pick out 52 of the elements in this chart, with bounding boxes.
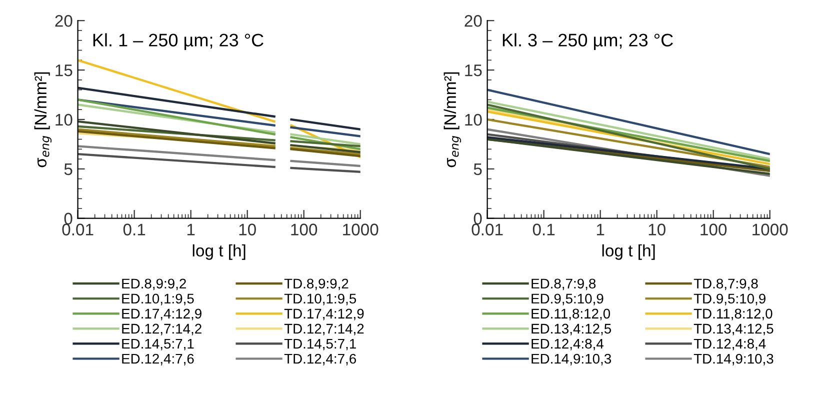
x-axis-title: log t [h] — [192, 244, 246, 260]
y-tick-label: 5 — [64, 163, 72, 176]
legend-label: TD.12,4:7,6 — [284, 354, 356, 366]
legend-label: TD.10,1:9,5 — [284, 294, 356, 306]
x-tick-label: 1000 — [752, 224, 788, 236]
y-axis-title: σ$_{eng}$ [N/mm²] — [34, 72, 52, 168]
legend-label: TD.8,9:9,2 — [284, 278, 348, 290]
legend-label: TD.12,4:8,4 — [694, 338, 766, 350]
x-tick-label: 100 — [291, 224, 318, 236]
y-tick-label: 10 — [465, 114, 482, 126]
legend-label: ED.8,7:9,8 — [532, 278, 596, 290]
y-tick-label: 20 — [55, 15, 72, 27]
legend-label: TD.11,8:12,0 — [694, 308, 772, 320]
x-tick-label: 0.1 — [532, 224, 555, 236]
y-tick-label: 0 — [64, 212, 72, 225]
legend-label: TD.14,9:10,3 — [694, 354, 774, 366]
legend-label: ED.12,7:14,2 — [122, 324, 202, 336]
y-tick-label: 0 — [474, 212, 482, 225]
y-tick-label: 15 — [56, 64, 72, 76]
x-tick-label: 1000 — [343, 224, 378, 236]
x-tick-label: 1 — [596, 224, 604, 236]
legend-label: TD.13,4:12,5 — [694, 324, 774, 336]
legend-label: ED.11,8:12,0 — [532, 308, 610, 320]
legend-label: TD.9,5:10,9 — [694, 294, 766, 306]
legend-label: TD.17,4:12,9 — [284, 308, 364, 320]
x-tick-label: 10 — [648, 224, 666, 236]
legend-label: TD.12,7:14,2 — [284, 324, 364, 336]
legend-label: ED.8,9:9,2 — [122, 278, 186, 290]
legend-label: ED.14,9:10,3 — [532, 354, 612, 366]
y-tick-label: 5 — [474, 163, 482, 176]
x-tick-label: 100 — [700, 224, 727, 236]
legend-label: TD.8,7:9,8 — [694, 278, 758, 290]
x-tick-label: 0.01 — [472, 224, 503, 236]
text: Kl. 1 – 250 µm; 23 °C — [93, 33, 264, 50]
y-axis-title: σ$_{eng}$ [N/mm²] — [444, 72, 462, 168]
x-tick-label: 10 — [239, 224, 256, 236]
legend-label: ED.12,4:7,6 — [122, 354, 194, 366]
legend-label: ED.17,4:12,9 — [122, 308, 202, 320]
text: Kl. 3 – 250 µm; 23 °C — [502, 33, 673, 50]
y-tick-label: 20 — [464, 15, 482, 27]
y-tick-label: 10 — [56, 114, 72, 126]
legend-label: ED.13,4:12,5 — [532, 324, 612, 336]
x-tick-label: 0.01 — [62, 224, 94, 236]
legend-label: ED.12,4:8,4 — [532, 338, 604, 350]
y-tick-label: 15 — [465, 64, 482, 76]
legend-label: ED.9,5:10,9 — [532, 294, 604, 306]
legend-label: ED.14,5:7,1 — [122, 338, 194, 350]
legend-label: TD.14,5:7,1 — [284, 338, 356, 350]
legend-label: ED.10,1:9,5 — [122, 294, 194, 306]
x-tick-label: 1 — [187, 224, 195, 236]
x-tick-label: 0.1 — [123, 224, 146, 236]
x-axis-title: log t [h] — [602, 244, 655, 260]
